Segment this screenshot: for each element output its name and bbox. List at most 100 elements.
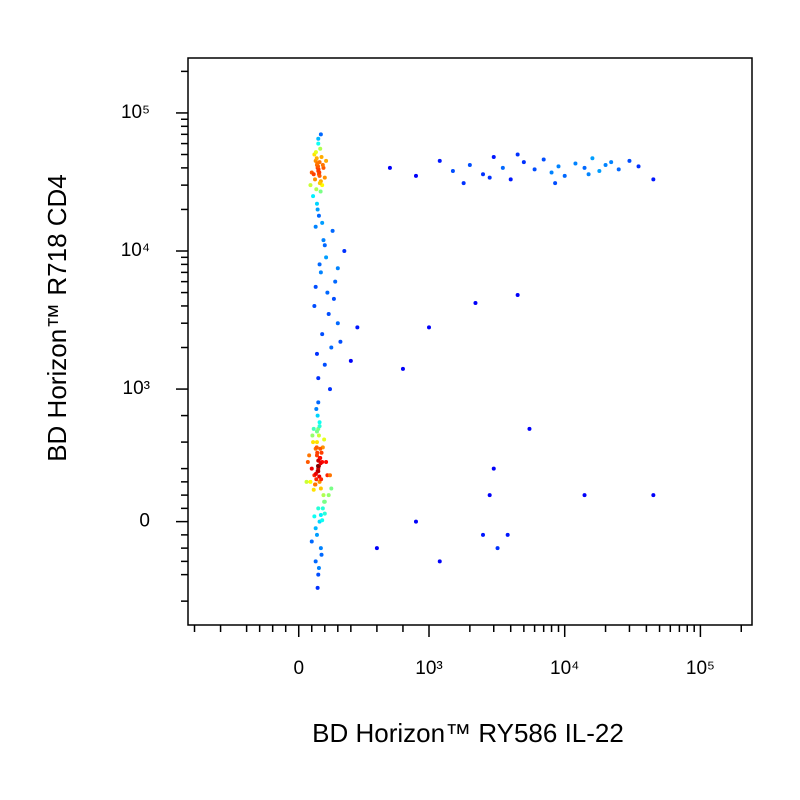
event-dot — [532, 167, 537, 172]
event-dot — [319, 450, 324, 455]
event-dot — [310, 433, 315, 438]
plot-frame — [187, 57, 753, 626]
event-dot — [573, 161, 578, 166]
event-dot — [487, 175, 492, 180]
event-dot — [355, 325, 360, 330]
x-tick-label: 10³ — [415, 658, 442, 679]
event-dot — [335, 321, 340, 326]
event-dot — [322, 362, 327, 367]
event-dot — [324, 158, 329, 163]
event-dot — [313, 224, 318, 229]
event-dot — [307, 453, 312, 458]
event-dot — [541, 157, 546, 162]
event-dot — [313, 284, 318, 289]
event-dot — [326, 493, 331, 498]
event-dot — [315, 585, 320, 590]
event-dot — [315, 161, 320, 166]
y-tick-label: 10⁵ — [121, 102, 150, 123]
event-dot — [335, 266, 340, 271]
event-dot — [508, 177, 513, 182]
event-dot — [597, 168, 602, 173]
event-dot — [318, 461, 323, 466]
y-tick-label: 10³ — [123, 378, 150, 399]
event-dot — [316, 376, 321, 381]
event-dot — [400, 366, 405, 371]
event-dot — [320, 220, 325, 225]
event-dot — [314, 440, 319, 445]
event-dot — [317, 170, 322, 175]
event-dot — [636, 164, 641, 169]
event-dot — [609, 160, 614, 165]
event-dot — [316, 572, 321, 577]
event-dot — [313, 526, 318, 531]
x-tick-label: 10⁵ — [686, 658, 715, 679]
event-dot — [313, 177, 318, 182]
event-dot — [387, 165, 392, 170]
event-dot — [311, 487, 316, 492]
event-dot — [316, 469, 321, 474]
event-dot — [549, 170, 554, 175]
event-dot — [586, 172, 591, 177]
event-dot — [309, 466, 314, 471]
event-dot — [322, 243, 327, 248]
event-dot — [651, 177, 656, 182]
event-dot — [311, 172, 316, 177]
event-dot — [320, 506, 325, 511]
event-dot — [313, 482, 318, 487]
event-dot — [314, 156, 319, 161]
event-dot — [320, 332, 325, 337]
event-dot — [473, 301, 478, 306]
event-dot — [315, 207, 320, 212]
event-dot — [413, 173, 418, 178]
event-dot — [316, 433, 321, 438]
event-dot — [319, 154, 324, 159]
event-dot — [322, 499, 327, 504]
event-dot — [461, 181, 466, 186]
event-dot — [316, 400, 321, 405]
event-dot — [321, 493, 326, 498]
event-dot — [317, 262, 322, 267]
event-dot — [491, 154, 496, 159]
event-dot — [316, 463, 321, 468]
event-dot — [311, 440, 316, 445]
event-dot — [316, 458, 321, 463]
y-axis-title: BD Horizon™ R718 CD4 — [42, 174, 72, 462]
event-dot — [325, 290, 330, 295]
event-dot — [313, 471, 318, 476]
event-dot — [327, 473, 332, 478]
event-dot — [616, 167, 621, 172]
event-dot — [413, 519, 418, 524]
event-dot — [317, 181, 322, 186]
event-dot — [305, 459, 310, 464]
event-dot — [437, 158, 442, 163]
event-dot — [320, 162, 325, 167]
event-dot — [495, 546, 500, 551]
event-dot — [316, 167, 321, 172]
event-dot — [437, 559, 442, 564]
event-dot — [313, 150, 318, 155]
event-dot — [314, 351, 319, 356]
event-dot — [515, 293, 520, 298]
event-dot — [316, 506, 321, 511]
event-dot — [527, 426, 532, 431]
event-dot — [521, 160, 526, 165]
event-dot — [427, 325, 432, 330]
event-dot — [308, 479, 313, 484]
event-dot — [320, 518, 325, 523]
y-tick-label: 10⁴ — [121, 240, 150, 261]
event-dot — [312, 303, 317, 308]
event-dot — [603, 162, 608, 167]
event-dot — [317, 420, 322, 425]
event-dot — [312, 514, 317, 519]
event-dot — [500, 165, 505, 170]
event-dot — [319, 552, 324, 557]
event-dot — [333, 279, 338, 284]
event-dot — [590, 156, 595, 161]
event-dot — [348, 358, 353, 363]
event-dot — [316, 136, 321, 141]
event-dot — [314, 406, 319, 411]
event-dot — [481, 532, 486, 537]
event-dot — [322, 437, 327, 442]
event-dot — [309, 539, 314, 544]
